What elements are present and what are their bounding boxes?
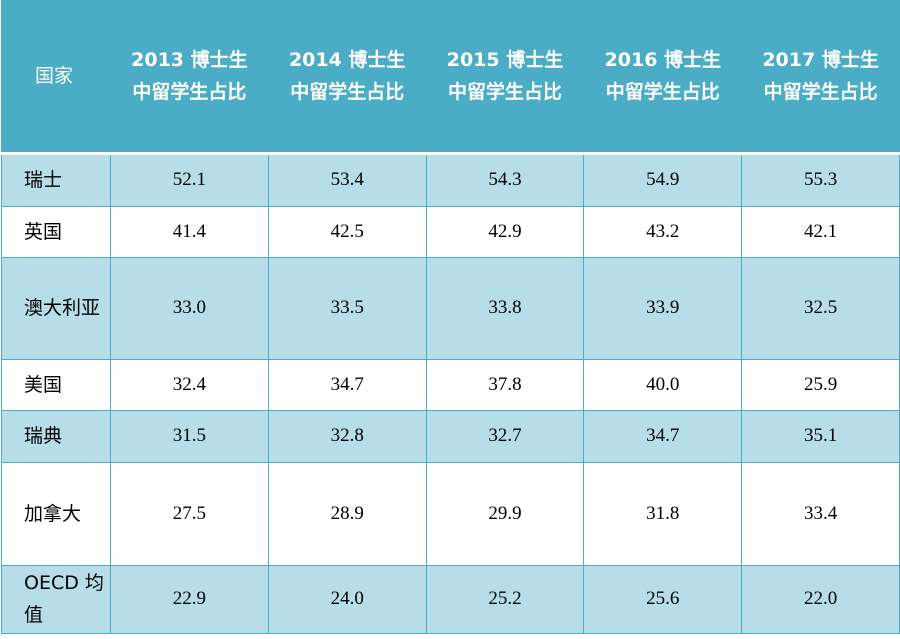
value-cell: 25.2	[425, 564, 585, 634]
value-cell: 33.5	[267, 256, 427, 360]
value-cell: 29.9	[425, 461, 585, 566]
value-cell: 42.1	[741, 205, 900, 258]
value-cell: 33.8	[425, 256, 585, 360]
country-cell: OECD 均值	[1, 564, 111, 634]
header-label: 中留学生占比	[132, 80, 247, 103]
value-cell: 34.7	[267, 358, 427, 411]
value-cell: 37.8	[425, 358, 585, 411]
table-row: 瑞典 31.5 32.8 32.7 34.7 35.1	[1, 409, 900, 463]
header-year: 2015 博士生	[446, 48, 564, 71]
value-cell: 31.8	[583, 461, 743, 566]
value-cell: 35.1	[741, 409, 900, 463]
value-cell: 41.4	[110, 205, 269, 258]
value-cell: 33.0	[110, 256, 269, 360]
year-column-header: 2013 博士生 中留学生占比	[110, 0, 269, 155]
value-cell: 27.5	[110, 461, 269, 566]
table-row: 澳大利亚 33.0 33.5 33.8 33.9 32.5	[1, 256, 900, 360]
table-row: OECD 均值 22.9 24.0 25.2 25.6 22.0	[1, 564, 900, 634]
value-cell: 52.1	[110, 152, 269, 207]
value-cell: 33.4	[741, 461, 900, 566]
country-cell: 瑞典	[1, 409, 111, 463]
year-column-header: 2017 博士生 中留学生占比	[741, 0, 900, 155]
table-row: 加拿大 27.5 28.9 29.9 31.8 33.4	[1, 461, 900, 566]
header-label: 中留学生占比	[447, 80, 562, 103]
header-year: 2016 博士生	[604, 48, 722, 71]
header-year: 2013 博士生	[131, 48, 248, 71]
country-cell: 美国	[1, 358, 111, 411]
value-cell: 31.5	[110, 409, 269, 463]
value-cell: 22.9	[110, 564, 269, 634]
header-label: 中留学生占比	[290, 80, 405, 103]
header-label: 中留学生占比	[605, 80, 720, 103]
country-column-header: 国家	[1, 0, 111, 155]
header-label: 中留学生占比	[763, 80, 878, 103]
table-row: 英国 41.4 42.5 42.9 43.2 42.1	[1, 205, 900, 258]
header-year: 2014 博士生	[288, 48, 406, 71]
value-cell: 55.3	[741, 152, 900, 207]
value-cell: 24.0	[267, 564, 427, 634]
value-cell: 32.8	[267, 409, 427, 463]
year-column-header: 2016 博士生 中留学生占比	[583, 0, 743, 155]
value-cell: 22.0	[741, 564, 900, 634]
year-column-header: 2015 博士生 中留学生占比	[425, 0, 585, 155]
header-row: 国家 2013 博士生 中留学生占比 2014 博士生 中留学生占比 2015 …	[1, 0, 900, 155]
value-cell: 42.9	[425, 205, 585, 258]
value-cell: 53.4	[267, 152, 427, 207]
value-cell: 32.7	[425, 409, 585, 463]
country-cell: 英国	[1, 205, 111, 258]
value-cell: 42.5	[267, 205, 427, 258]
value-cell: 28.9	[267, 461, 427, 566]
value-cell: 40.0	[583, 358, 743, 411]
table-row: 美国 32.4 34.7 37.8 40.0 25.9	[1, 358, 900, 411]
value-cell: 25.6	[583, 564, 743, 634]
country-cell: 加拿大	[1, 461, 111, 566]
value-cell: 33.9	[583, 256, 743, 360]
value-cell: 34.7	[583, 409, 743, 463]
table-row: 瑞士 52.1 53.4 54.3 54.9 55.3	[1, 152, 900, 207]
value-cell: 54.3	[425, 152, 585, 207]
country-cell: 瑞士	[1, 152, 111, 207]
header-year: 2017 博士生	[762, 48, 879, 71]
country-cell: 澳大利亚	[1, 256, 111, 360]
value-cell: 32.4	[110, 358, 269, 411]
value-cell: 32.5	[741, 256, 900, 360]
value-cell: 43.2	[583, 205, 743, 258]
year-column-header: 2014 博士生 中留学生占比	[267, 0, 427, 155]
value-cell: 25.9	[741, 358, 900, 411]
value-cell: 54.9	[583, 152, 743, 207]
